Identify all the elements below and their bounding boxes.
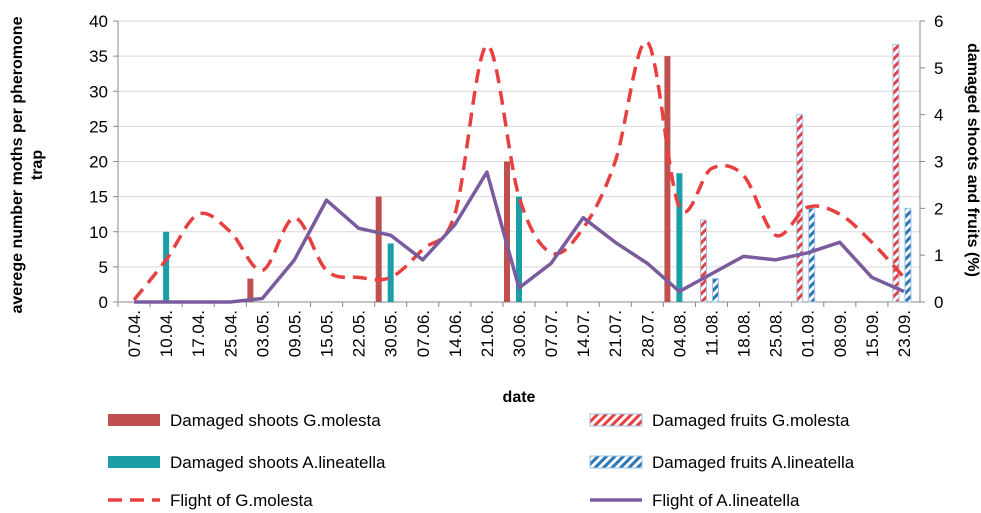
x-tick-label: 23.09.	[895, 310, 914, 357]
x-tick-label: 21.06.	[478, 310, 497, 357]
y-tick-label: 15	[89, 188, 108, 207]
x-tick-label: 18.08.	[735, 310, 754, 357]
x-tick-label: 15.05.	[318, 310, 337, 357]
x-tick-label: 25.04.	[221, 310, 240, 357]
x-tick-label: 10.04.	[157, 310, 176, 357]
x-tick-label: 17.04.	[189, 310, 208, 357]
legend-swatch	[589, 413, 643, 427]
x-tick-label: 25.08.	[767, 310, 786, 357]
y2-tick-label: 6	[934, 12, 943, 31]
x-tick-label: 30.05.	[382, 310, 401, 357]
y2-tick-label: 3	[934, 153, 943, 172]
y2-tick-label: 4	[934, 106, 943, 125]
bar	[796, 114, 804, 303]
legend-label: Damaged fruits A.lineatella	[652, 453, 855, 472]
y-axis-title: averege number moths per pheromone trap	[9, 16, 46, 314]
bar	[808, 207, 816, 303]
line	[134, 170, 905, 304]
bar	[375, 196, 382, 302]
y2-tick-label: 5	[934, 59, 943, 78]
line	[132, 40, 906, 301]
x-tick-label: 11.08.	[702, 310, 721, 356]
bar	[676, 173, 683, 302]
bar	[387, 243, 394, 302]
x-tick-label: 15.09.	[863, 310, 882, 357]
x-tick-label: 01.09.	[799, 310, 818, 357]
y-tick-label: 30	[89, 82, 108, 101]
x-tick-label: 22.05.	[350, 310, 369, 357]
x-tick-label: 07.07.	[542, 310, 561, 357]
legend-label: Flight of A.lineatella	[652, 491, 800, 510]
x-tick-label: 09.05.	[285, 310, 304, 357]
x-tick-label: 30.06.	[510, 310, 529, 357]
y-tick-label: 35	[89, 47, 108, 66]
legend-label: Damaged fruits G.molesta	[652, 411, 850, 430]
bar	[664, 56, 671, 302]
x-tick-label: 21.07.	[606, 310, 625, 357]
y2-axis-title: damaged shoots and fruits (%)	[964, 43, 981, 277]
y-tick-label: 5	[99, 258, 108, 277]
bar	[711, 278, 719, 303]
x-tick-label: 07.06.	[414, 310, 433, 357]
y-tick-label: 20	[89, 153, 108, 172]
bar	[247, 278, 254, 302]
legend-label: Damaged shoots A.lineatella	[170, 453, 386, 472]
bar	[904, 207, 912, 303]
bar	[892, 43, 900, 303]
bar	[699, 219, 707, 303]
y2-tick-label: 2	[934, 199, 943, 218]
x-tick-label: 14.06.	[446, 310, 465, 357]
legend-swatch	[108, 414, 160, 426]
x-tick-label: 04.08.	[670, 310, 689, 357]
bar	[516, 196, 522, 302]
x-tick-label: 03.05.	[253, 310, 272, 357]
y2-tick-label: 0	[934, 293, 943, 312]
x-tick-label: 08.09.	[831, 310, 850, 357]
x-tick-label: 14.07.	[574, 310, 593, 357]
x-tick-label: 28.07.	[638, 310, 657, 357]
legend-label: Flight of G.molesta	[170, 491, 313, 510]
y-tick-label: 25	[89, 117, 108, 136]
y2-tick-label: 1	[934, 246, 943, 265]
legend-label: Damaged shoots G.molesta	[170, 411, 381, 430]
x-axis-title: date	[503, 389, 536, 406]
legend-swatch	[108, 456, 160, 468]
x-tick-label: 07.04.	[125, 310, 144, 357]
y-tick-label: 10	[89, 223, 108, 242]
y-tick-label: 40	[89, 12, 108, 31]
legend-swatch	[589, 455, 643, 469]
bar	[163, 231, 170, 302]
bar	[504, 161, 510, 302]
y-tick-label: 0	[99, 293, 108, 312]
